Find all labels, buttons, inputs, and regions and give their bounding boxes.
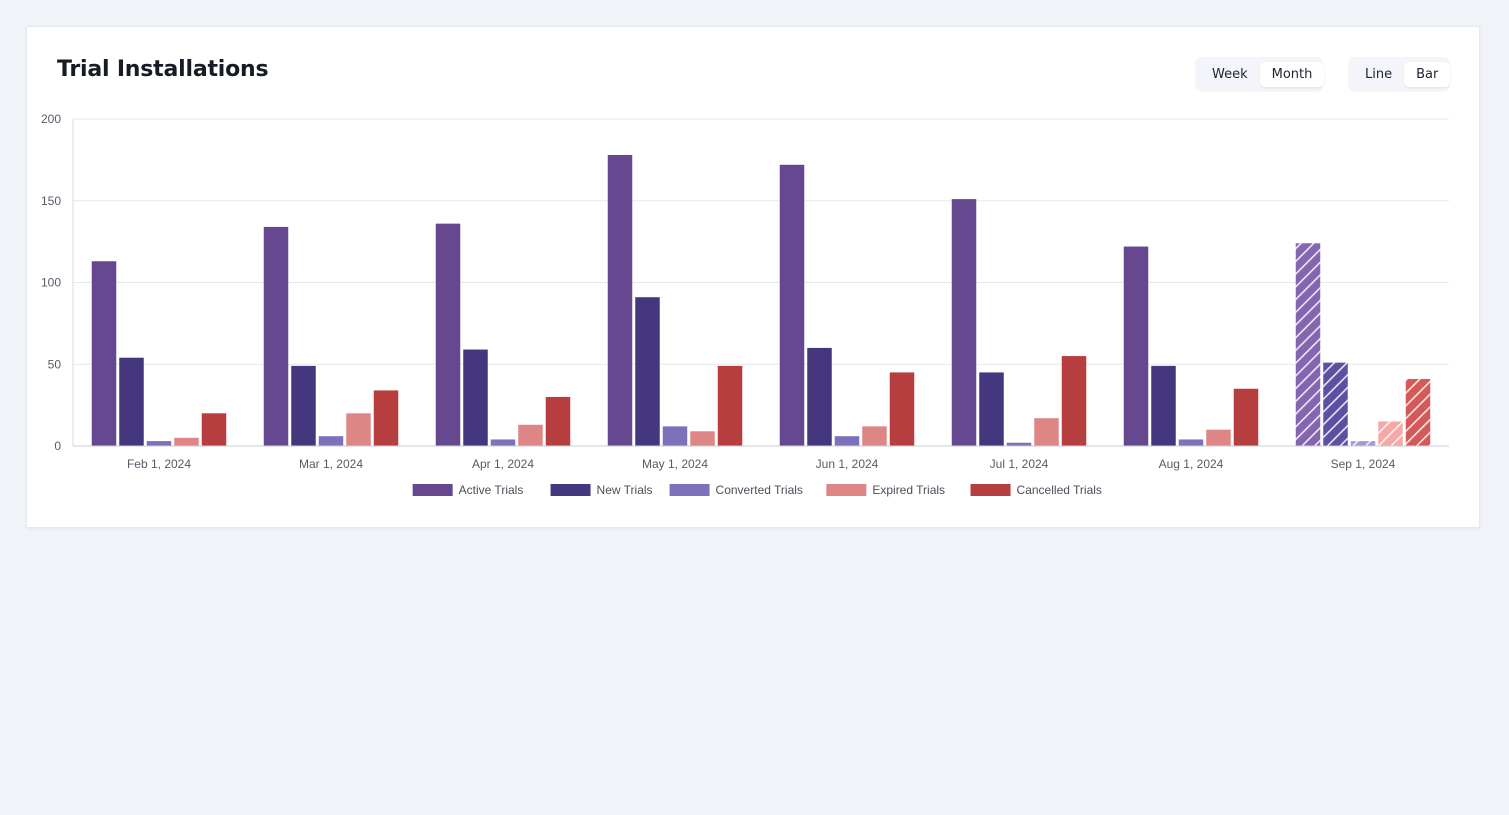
bar-active-trials[interactable] xyxy=(263,226,289,446)
legend-label: Converted Trials xyxy=(716,483,803,497)
chart-card: Trial Installations Week Month Line Bar … xyxy=(26,26,1480,528)
x-tick-label: Sep 1, 2024 xyxy=(1331,457,1396,471)
bar-converted-trials[interactable] xyxy=(1006,442,1032,446)
legend-swatch xyxy=(970,484,1011,496)
legend-swatch xyxy=(826,484,867,496)
y-tick-label: 50 xyxy=(48,357,62,371)
x-tick-label: Jul 1, 2024 xyxy=(990,457,1049,471)
legend-label: Active Trials xyxy=(459,483,524,497)
bars xyxy=(91,154,1431,446)
chart-type-toggle: Line Bar xyxy=(1348,57,1451,92)
bar-active-trials[interactable] xyxy=(91,261,117,446)
bar-new-trials[interactable] xyxy=(1151,365,1176,446)
bar-cancelled-trials[interactable] xyxy=(717,365,743,446)
legend-label: New Trials xyxy=(597,483,653,497)
legend-item[interactable]: Cancelled Trials xyxy=(970,483,1102,497)
grid-lines xyxy=(73,118,1449,365)
legend-label: Expired Trials xyxy=(872,483,945,497)
legend-swatch xyxy=(669,484,710,496)
legend-label: Cancelled Trials xyxy=(1017,483,1102,497)
x-tick-label: Jun 1, 2024 xyxy=(816,457,879,471)
x-axis-ticks: Feb 1, 2024 Mar 1, 2024 Apr 1, 2024 May 1, … xyxy=(127,457,1396,471)
bar-converted-trials[interactable] xyxy=(662,426,688,446)
legend-item[interactable]: Converted Trials xyxy=(669,483,803,497)
period-toggle: Week Month xyxy=(1195,57,1325,92)
bar-converted-trials[interactable] xyxy=(1178,439,1204,446)
bar-active-trials[interactable] xyxy=(607,154,633,446)
month-toggle-button[interactable]: Month xyxy=(1259,62,1325,87)
bar-new-trials[interactable] xyxy=(1323,362,1348,446)
legend-item[interactable]: Expired Trials xyxy=(826,483,945,497)
bar-cancelled-trials[interactable] xyxy=(1061,356,1087,446)
y-axis-ticks: 0 50 100 150 200 xyxy=(41,112,61,453)
bar-expired-trials[interactable] xyxy=(1034,418,1059,446)
bar-chart: 0 50 100 150 200 Feb 1, 2024 Mar 1, 2024 Apr 1… xyxy=(41,112,1449,497)
bar-new-trials[interactable] xyxy=(807,347,832,446)
y-tick-label: 0 xyxy=(54,439,61,453)
bar-new-trials[interactable] xyxy=(291,365,316,446)
bar-expired-trials[interactable] xyxy=(690,431,715,446)
x-tick-label: Mar 1, 2024 xyxy=(299,457,363,471)
chart-title: Trial Installations xyxy=(57,57,269,82)
legend-swatch xyxy=(550,484,591,496)
bar-expired-trials[interactable] xyxy=(1378,421,1403,446)
bar-expired-trials[interactable] xyxy=(174,437,199,446)
bar-converted-trials[interactable] xyxy=(146,441,172,446)
line-toggle-button[interactable]: Line xyxy=(1365,67,1393,82)
bar-converted-trials[interactable] xyxy=(834,436,860,446)
legend-swatch xyxy=(412,484,453,496)
x-tick-label: May 1, 2024 xyxy=(642,457,708,471)
bar-converted-trials[interactable] xyxy=(490,439,516,446)
bar-active-trials[interactable] xyxy=(779,164,805,446)
bar-expired-trials[interactable] xyxy=(1206,429,1231,446)
bar-cancelled-trials[interactable] xyxy=(201,413,227,446)
bar-converted-trials[interactable] xyxy=(1350,441,1376,446)
bar-new-trials[interactable] xyxy=(463,349,488,446)
week-toggle-button[interactable]: Week xyxy=(1212,67,1248,82)
y-tick-label: 150 xyxy=(41,194,61,208)
bar-cancelled-trials[interactable] xyxy=(545,396,571,446)
legend-item[interactable]: Active Trials xyxy=(412,483,524,497)
bar-toggle-button[interactable]: Bar xyxy=(1404,62,1451,87)
legend: Active Trials New Trials Converted Trials E… xyxy=(412,483,1102,497)
bar-cancelled-trials[interactable] xyxy=(1405,378,1431,446)
bar-expired-trials[interactable] xyxy=(346,413,371,446)
bar-converted-trials[interactable] xyxy=(318,436,344,446)
legend-item[interactable]: New Trials xyxy=(550,483,653,497)
x-tick-label: Feb 1, 2024 xyxy=(127,457,191,471)
bar-cancelled-trials[interactable] xyxy=(373,390,399,446)
bar-new-trials[interactable] xyxy=(635,297,660,446)
bar-active-trials[interactable] xyxy=(435,223,461,446)
bar-new-trials[interactable] xyxy=(979,372,1004,446)
axes xyxy=(72,119,1449,447)
bar-cancelled-trials[interactable] xyxy=(889,372,915,446)
x-tick-label: Apr 1, 2024 xyxy=(472,457,534,471)
y-tick-label: 200 xyxy=(41,112,61,126)
bar-expired-trials[interactable] xyxy=(862,426,887,446)
bar-active-trials[interactable] xyxy=(1123,246,1149,446)
bar-new-trials[interactable] xyxy=(119,357,144,446)
bar-active-trials[interactable] xyxy=(951,199,977,446)
bar-active-trials[interactable] xyxy=(1295,243,1321,446)
bar-cancelled-trials[interactable] xyxy=(1233,388,1259,446)
bar-expired-trials[interactable] xyxy=(518,424,543,446)
x-tick-label: Aug 1, 2024 xyxy=(1159,457,1224,471)
y-tick-label: 100 xyxy=(41,276,61,290)
